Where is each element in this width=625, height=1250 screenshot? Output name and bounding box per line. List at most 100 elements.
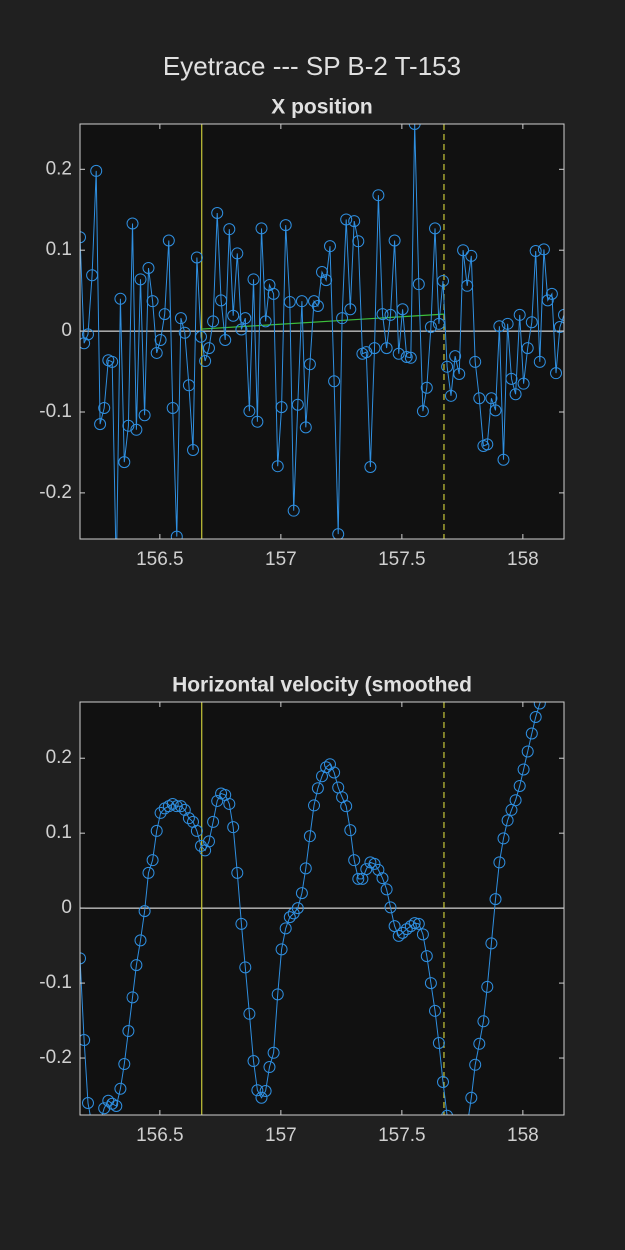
data-point <box>344 824 357 837</box>
data-point <box>243 405 256 418</box>
data-point <box>182 379 195 392</box>
y-tick-label: -0.1 <box>39 972 72 993</box>
data-point <box>311 782 324 795</box>
data-point <box>521 342 534 355</box>
data-point <box>187 444 200 457</box>
data-point <box>400 350 413 363</box>
x-tick-label: 158 <box>507 1125 539 1146</box>
data-point <box>497 453 510 466</box>
data-point <box>146 295 159 308</box>
data-point <box>287 504 300 517</box>
data-point <box>360 346 373 359</box>
data-point <box>235 917 248 930</box>
data-point <box>493 320 506 333</box>
data-point <box>239 312 252 325</box>
data-point <box>553 321 564 334</box>
data-point <box>412 917 425 930</box>
data-point <box>323 240 336 253</box>
data-point <box>231 866 244 879</box>
data-point <box>465 249 478 262</box>
axes-title: Horizontal velocity (smoothed <box>172 674 472 697</box>
data-point <box>384 308 397 321</box>
data-point <box>505 372 518 385</box>
data-point <box>150 824 163 837</box>
data-point <box>291 398 304 411</box>
data-point <box>376 872 389 885</box>
data-point <box>332 528 345 539</box>
data-point <box>477 1015 490 1028</box>
data-point <box>396 926 409 939</box>
data-point <box>142 261 155 274</box>
data-point <box>174 800 187 813</box>
data-point <box>550 367 563 380</box>
data-point <box>328 375 341 388</box>
data-point <box>299 421 312 434</box>
data-point <box>344 303 357 316</box>
data-point <box>142 866 155 879</box>
data-point <box>457 244 470 257</box>
data-point <box>190 824 203 837</box>
data-point <box>517 377 530 390</box>
data-point <box>392 347 405 360</box>
data-point <box>255 1091 268 1104</box>
data-point <box>134 273 147 286</box>
data-point <box>235 323 248 336</box>
data-point <box>86 269 99 282</box>
x-tick-label: 158 <box>507 549 539 570</box>
data-point <box>295 887 308 900</box>
data-point <box>517 763 530 776</box>
data-point <box>283 911 296 924</box>
data-point <box>432 1037 445 1050</box>
data-point <box>138 409 151 422</box>
data-point <box>303 358 316 371</box>
data-point <box>303 830 316 843</box>
data-point <box>348 215 361 228</box>
data-point <box>444 389 457 402</box>
data-point <box>267 1046 280 1059</box>
data-point <box>259 1085 272 1098</box>
data-point <box>81 1097 94 1110</box>
data-point <box>126 991 139 1004</box>
data-point <box>376 308 389 321</box>
data-point <box>98 401 111 414</box>
data-point <box>251 1084 264 1097</box>
data-point <box>299 862 312 875</box>
data-point <box>110 1100 123 1113</box>
data-point <box>328 766 341 779</box>
data-point <box>368 857 381 870</box>
data-point <box>255 222 268 235</box>
data-point <box>134 934 147 947</box>
data-point <box>251 415 264 428</box>
axes: -0.2 -0.1 0 0.1 0.2 156.5 157 157.5 158 Horizonta… <box>39 674 565 1146</box>
data-point <box>138 905 151 918</box>
data-point <box>174 312 187 325</box>
data-point <box>295 295 308 308</box>
data-point <box>509 794 522 807</box>
data-point <box>114 292 127 305</box>
data-point <box>352 872 365 885</box>
data-point <box>122 419 135 432</box>
data-point <box>469 355 482 368</box>
data-point <box>271 988 284 1001</box>
data-point <box>308 799 321 812</box>
data-point <box>400 923 413 936</box>
data-point <box>239 961 252 974</box>
data-point <box>207 815 220 828</box>
data-point <box>90 164 103 177</box>
data-point <box>521 745 534 758</box>
data-point <box>170 530 183 539</box>
y-tick-label: -0.1 <box>39 401 72 422</box>
data-point <box>106 355 119 368</box>
data-point <box>489 893 502 906</box>
data-point <box>247 273 260 286</box>
data-point <box>118 456 131 469</box>
data-point <box>80 952 86 965</box>
data-point <box>533 355 546 368</box>
data-point <box>190 251 203 264</box>
data-point <box>481 980 494 993</box>
data-point <box>243 1007 256 1020</box>
data-point <box>80 1034 91 1047</box>
data-point <box>263 1061 276 1074</box>
data-point <box>525 727 538 740</box>
